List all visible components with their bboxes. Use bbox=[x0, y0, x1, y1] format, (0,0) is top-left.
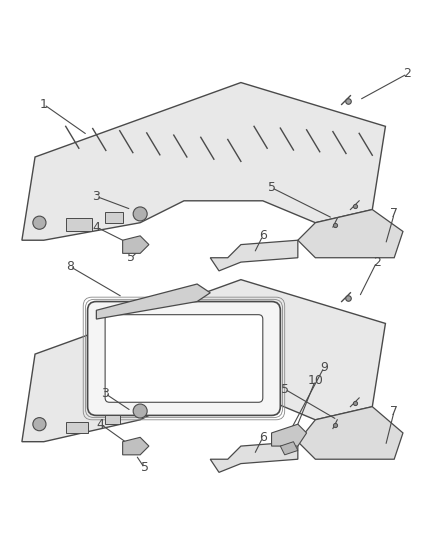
Text: 5: 5 bbox=[281, 383, 289, 395]
Bar bbox=[66, 422, 88, 433]
Polygon shape bbox=[280, 442, 298, 455]
Text: 2: 2 bbox=[373, 256, 381, 269]
FancyBboxPatch shape bbox=[88, 302, 280, 415]
Text: 10: 10 bbox=[307, 374, 323, 387]
Polygon shape bbox=[123, 437, 149, 455]
Text: 2: 2 bbox=[403, 67, 411, 80]
Text: 8: 8 bbox=[66, 260, 74, 273]
Polygon shape bbox=[210, 240, 298, 271]
Text: 6: 6 bbox=[259, 229, 267, 243]
Text: 3: 3 bbox=[101, 387, 109, 400]
Text: 4: 4 bbox=[92, 221, 100, 233]
Polygon shape bbox=[22, 280, 385, 442]
Bar bbox=[105, 212, 123, 223]
Bar bbox=[66, 219, 92, 231]
Text: 3: 3 bbox=[92, 190, 100, 203]
Text: 5: 5 bbox=[141, 462, 148, 474]
Polygon shape bbox=[210, 442, 298, 472]
Text: 5: 5 bbox=[127, 251, 135, 264]
Polygon shape bbox=[123, 236, 149, 253]
Text: 4: 4 bbox=[97, 418, 105, 431]
Text: 9: 9 bbox=[320, 361, 328, 374]
Polygon shape bbox=[298, 407, 403, 459]
Circle shape bbox=[133, 404, 147, 418]
Text: 6: 6 bbox=[259, 431, 267, 444]
Polygon shape bbox=[272, 424, 307, 446]
Text: 7: 7 bbox=[390, 405, 398, 417]
Bar bbox=[105, 415, 120, 424]
Polygon shape bbox=[96, 284, 210, 319]
FancyBboxPatch shape bbox=[105, 314, 263, 402]
Circle shape bbox=[33, 418, 46, 431]
Circle shape bbox=[133, 207, 147, 221]
Text: 7: 7 bbox=[390, 207, 398, 221]
Polygon shape bbox=[298, 209, 403, 258]
Text: 1: 1 bbox=[40, 98, 48, 111]
Circle shape bbox=[33, 216, 46, 229]
Polygon shape bbox=[22, 83, 385, 240]
Text: 5: 5 bbox=[268, 181, 276, 194]
